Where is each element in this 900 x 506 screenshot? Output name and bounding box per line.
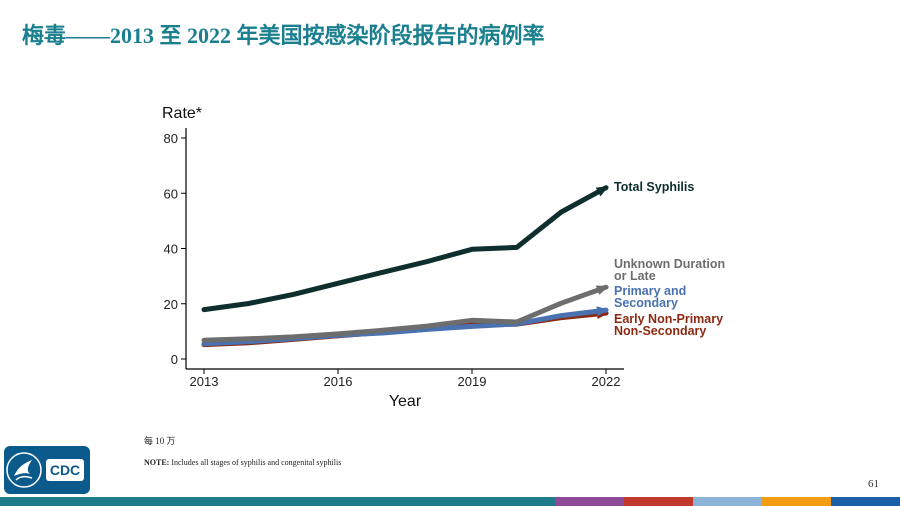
note-body: Includes all stages of syphilis and cong… [169,458,342,467]
rate-footnote: 每 10 万 [144,436,176,446]
series-label: or Late [614,269,656,283]
series-label: Secondary [614,296,678,310]
x-tick-label: 2019 [458,374,487,389]
x-tick-label: 2013 [190,374,219,389]
series-arrowhead [596,306,609,317]
series-label: Total Syphilis [614,180,694,194]
x-tick-label: 2016 [324,374,353,389]
series-label: Primary and [614,284,686,298]
bottom-bar-segment [831,497,900,506]
y-axis-label: Rate* [162,105,202,122]
page-number: 61 [868,478,879,490]
series-line [201,185,609,313]
series-arrowhead [595,285,609,295]
y-tick-label: 60 [164,186,178,201]
cdc-logo-text: CDC [50,462,80,478]
bottom-bar-segment [624,497,693,506]
y-tick-label: 0 [171,352,178,367]
y-tick-label: 40 [164,242,178,257]
series-label: Unknown Duration [614,257,725,271]
slide-title: 梅毒——2013 至 2022 年美国按感染阶段报告的病例率 [22,23,545,48]
y-tick-label: 20 [164,297,178,312]
series-arrowhead [595,186,609,197]
line-chart: 0 20 40 60 80 2013 2016 2019 2022 Rate* Year Total … [162,105,725,410]
x-tick-label: 2022 [592,374,621,389]
hhs-eagle-icon: CDC [6,452,84,488]
note-text: NOTE: Includes all stages of syphilis an… [144,458,341,467]
bottom-bar-segment [693,497,762,506]
cdc-logo: CDC [4,446,90,494]
bottom-bar-segment [762,497,831,506]
series-label: Early Non-Primary [614,312,723,326]
x-axis-label: Year [389,393,422,410]
bottom-color-bar [0,497,900,506]
bottom-bar-segment [555,497,624,506]
note-label: NOTE: [144,458,170,467]
series-label: Non-Secondary [614,324,706,338]
y-tick-label: 80 [164,131,178,146]
series-line [201,284,609,343]
bottom-bar-segment [0,497,555,506]
